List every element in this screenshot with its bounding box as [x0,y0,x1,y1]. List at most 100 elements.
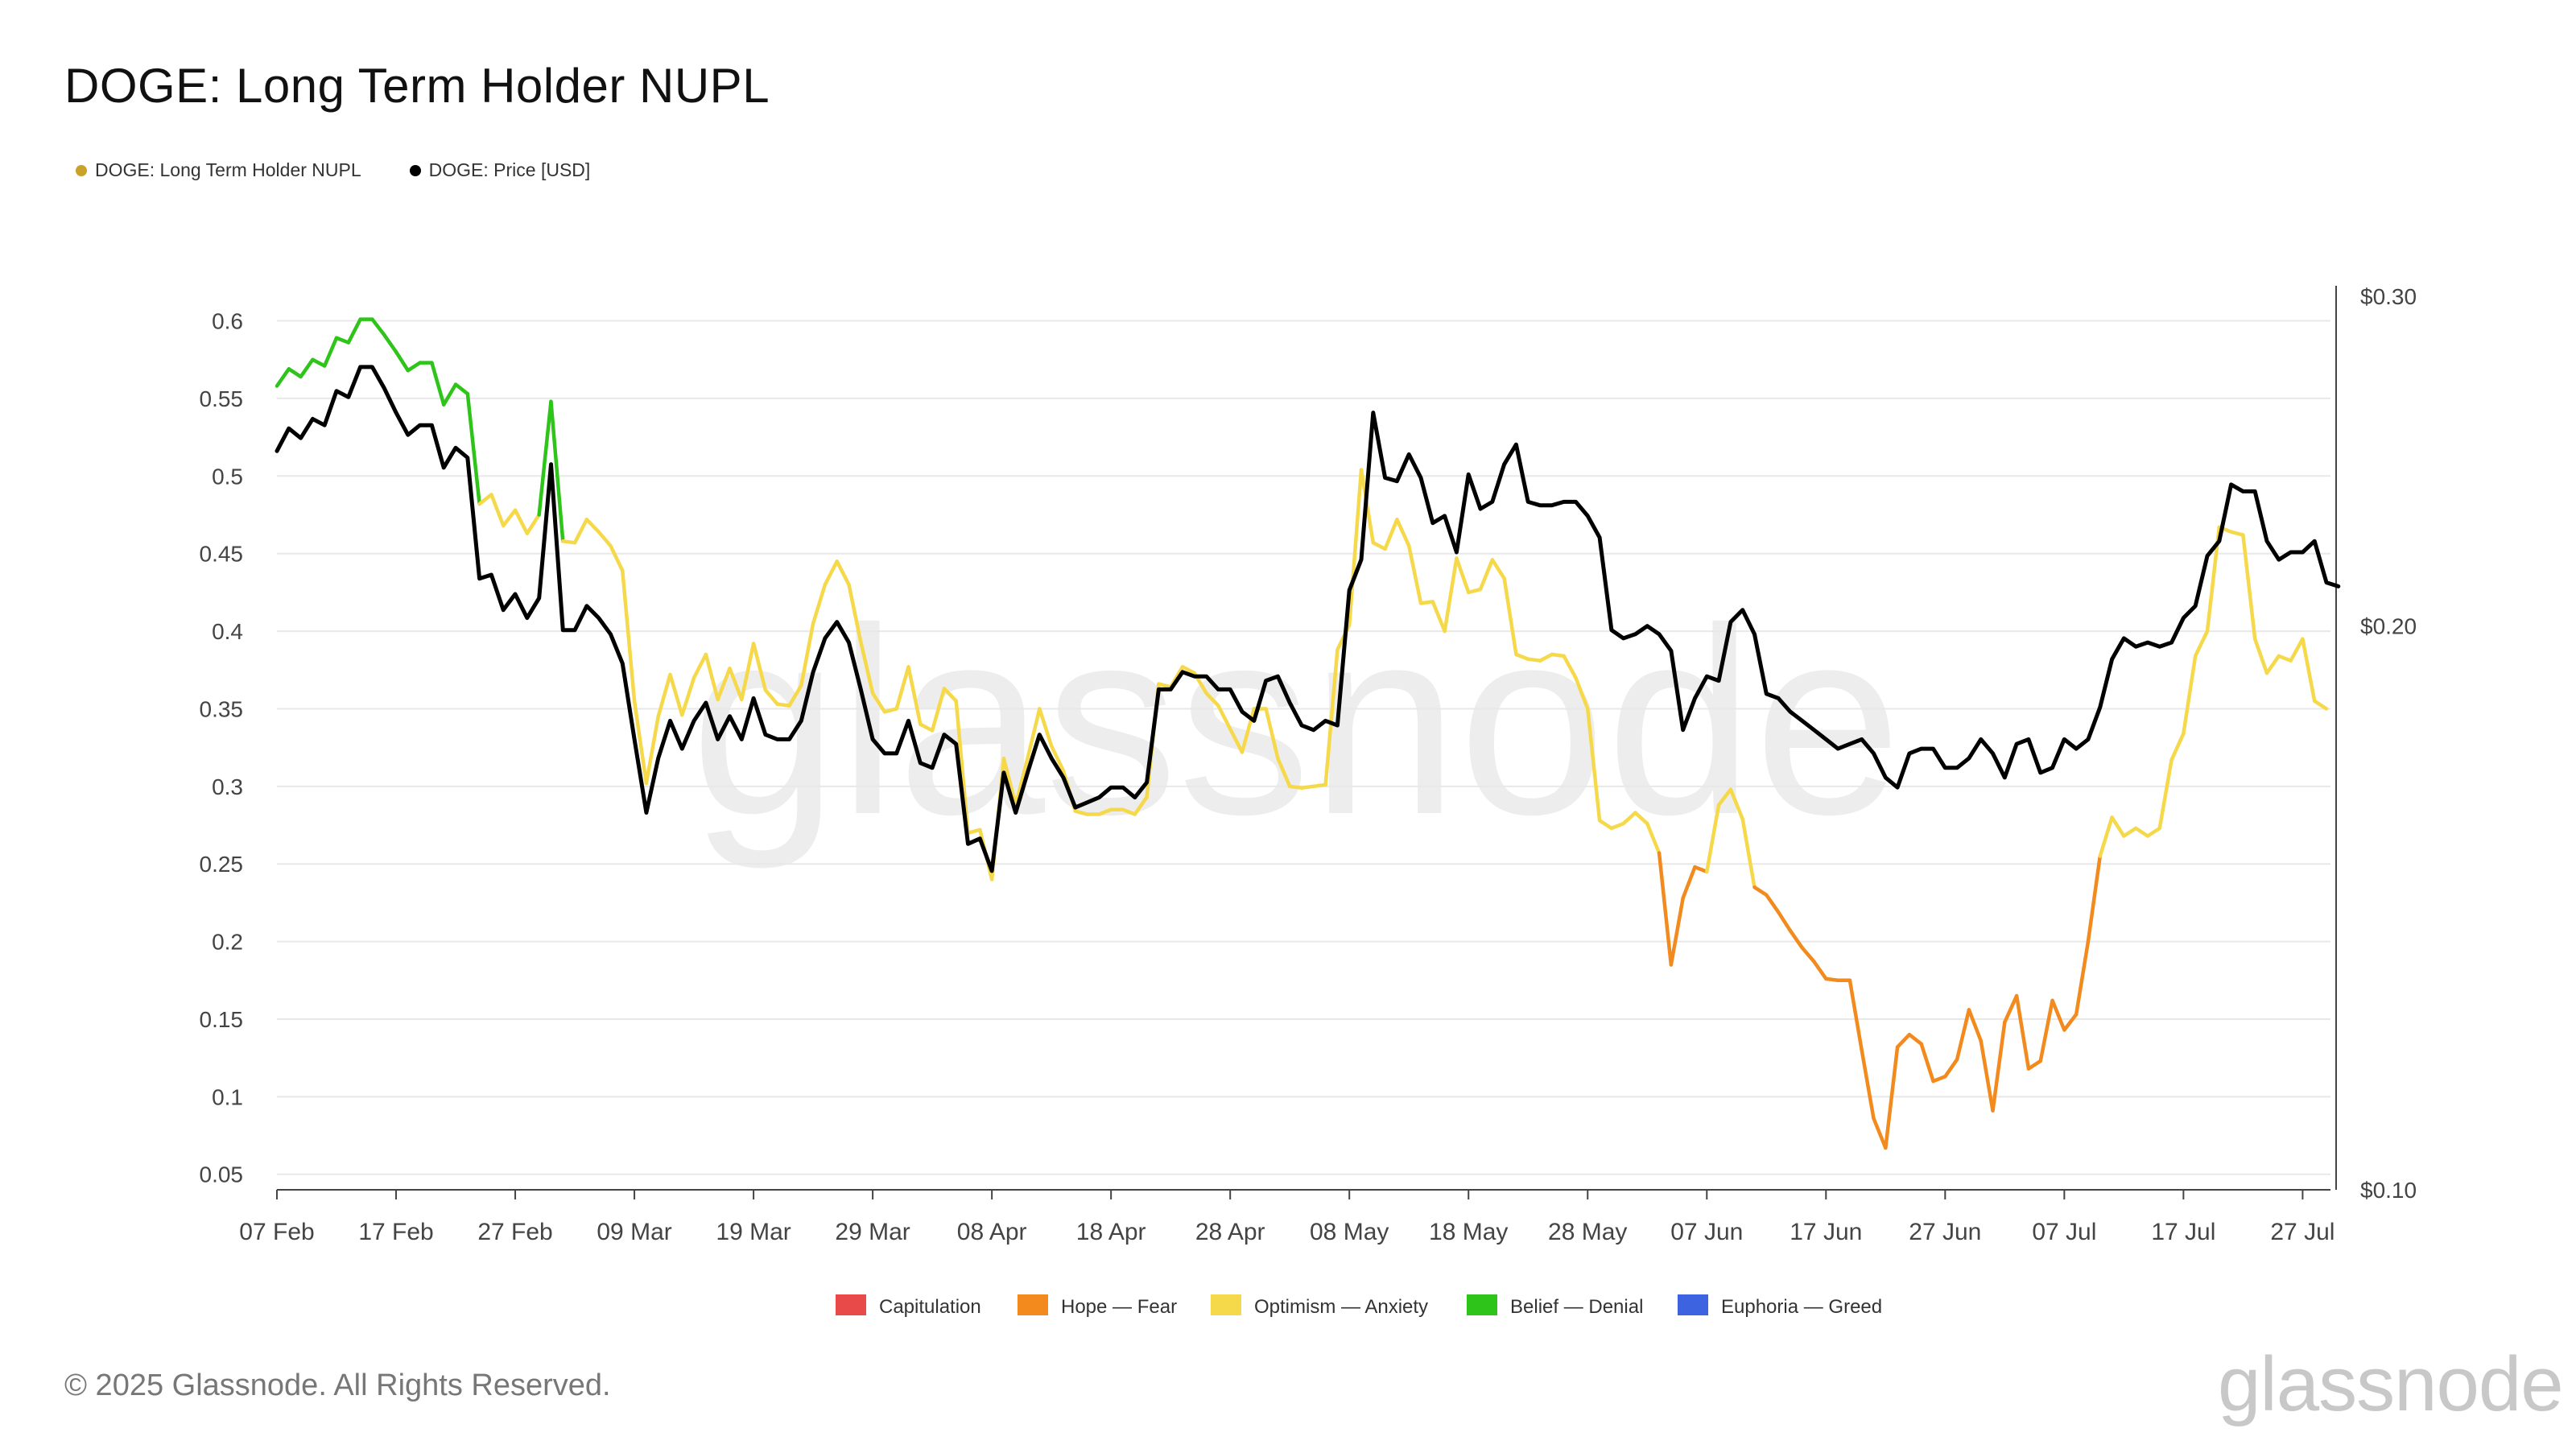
nupl-line-segment [1788,928,1804,950]
nupl-line-segment [1490,558,1506,580]
y-left-tick-label: 0.25 [200,852,244,877]
nupl-line-segment [322,336,339,368]
y-left-tick-label: 0.15 [200,1007,244,1032]
nupl-line-segment [1395,518,1411,548]
zone-legend-item[interactable]: Capitulation [836,1294,981,1318]
nupl-line-segment [668,672,684,717]
nupl-line-segment [2229,530,2245,537]
nupl-line-segment [1287,784,1304,791]
copyright-text: © 2025 Glassnode. All Rights Reserved. [64,1368,611,1402]
nupl-line-segment [799,621,815,687]
nupl-line-segment [1907,1032,1923,1046]
nupl-line-segment [2133,826,2150,838]
nupl-line-segment [489,493,506,528]
nupl-line-segment [1455,556,1471,595]
nupl-line-segment [1406,543,1423,605]
nupl-line-segment [441,382,458,407]
nupl-line-segment [1013,756,1030,807]
nupl-line-segment [2050,998,2066,1032]
nupl-line-segment [513,508,530,535]
nupl-line-segment [1800,946,1816,964]
legend-item-price[interactable]: DOGE: Price [USD] [409,159,590,181]
nupl-line-segment [2074,939,2091,1017]
zone-legend-label: Capitulation [879,1296,981,1318]
nupl-line-segment [2026,1059,2042,1071]
nupl-line-segment [1311,782,1327,789]
nupl-line-segment [1967,1008,1983,1043]
x-tick-label: 18 May [1429,1219,1508,1245]
nupl-line-segment [1502,576,1518,657]
nupl-line-segment [1728,787,1744,821]
nupl-line-segment [775,702,791,708]
zone-legend-item[interactable]: Euphoria — Greed [1678,1294,1882,1318]
nupl-line-segment [2312,699,2329,711]
nupl-line-segment [740,642,756,702]
nupl-line-segment [609,543,625,573]
nupl-line-segment [691,652,708,680]
nupl-line-segment [370,317,386,337]
nupl-line-segment [680,675,696,717]
nupl-line-segment [1514,652,1530,662]
y-left-tick-label: 0.45 [200,542,244,567]
legend-label-nupl: DOGE: Long Term Holder NUPL [95,159,361,180]
x-tick-label: 07 Jul [2032,1219,2096,1245]
nupl-line-segment [2193,629,2210,658]
x-tick-label: 27 Feb [477,1219,552,1245]
nupl-line-segment [1716,787,1733,807]
legend-dot-price [409,164,421,176]
nupl-line-segment [2098,815,2114,858]
y-left-tick-label: 0.35 [200,696,244,721]
nupl-line-segment [1919,1042,1935,1084]
nupl-line-segment [287,367,303,379]
nupl-line-segment [1371,540,1387,551]
nupl-line-segment [1979,1038,1995,1113]
x-tick-label: 07 Jun [1670,1219,1743,1245]
nupl-line-segment [894,665,910,711]
zone-legend-label: Euphoria — Greed [1721,1296,1882,1318]
nupl-line-segment [1860,1048,1876,1121]
nupl-line-segment [2289,637,2305,663]
nupl-line-segment [919,722,935,733]
nupl-line-segment [728,667,744,702]
nupl-line-segment [847,582,863,644]
nupl-line-segment [1847,978,1864,1052]
nupl-line-segment [299,357,315,379]
top-legend: DOGE: Long Term Holder NUPL DOGE: Price … [76,159,590,181]
y-left-tick-label: 0.3 [212,774,243,799]
nupl-line-segment [346,317,362,345]
x-tick-label: 17 Jun [1790,1219,1862,1245]
nupl-line-segment [1562,654,1578,680]
nupl-line-segment [1538,652,1554,663]
nupl-line-segment [1895,1032,1912,1049]
zone-legend-item[interactable]: Optimism — Anxiety [1211,1294,1428,1318]
nupl-line-segment [823,559,839,587]
gridlines [277,320,2330,1175]
nupl-line-segment [1240,707,1257,754]
nupl-line-segment [1478,558,1495,592]
nupl-line-segment [525,513,541,535]
nupl-line-segment [716,667,732,702]
zone-legend-item[interactable]: Hope — Fear [1018,1294,1177,1318]
nupl-line-segment [2169,732,2186,762]
nupl-line-segment [1299,784,1316,791]
x-tick-label: 28 Apr [1195,1219,1265,1245]
nupl-line-segment [311,357,327,368]
nupl-line-segment [1955,1008,1971,1062]
legend-item-nupl[interactable]: DOGE: Long Term Holder NUPL [76,159,361,181]
nupl-line-segment [275,367,291,388]
nupl-line-segment [2241,533,2257,641]
nupl-line-segment [382,332,398,354]
nupl-line-segment [1586,707,1602,823]
nupl-line-segment [1943,1057,1959,1079]
nupl-line-segment [549,399,565,543]
x-tick-label: 27 Jun [1909,1219,1981,1245]
zone-legend-label: Hope — Fear [1061,1296,1177,1318]
nupl-line-segment [632,699,649,786]
nupl-line-segment [1765,893,1781,914]
nupl-line-segment [1430,600,1447,634]
zone-legend: Capitulation Hope — Fear Optimism — Anxiet… [836,1294,1882,1318]
x-tick-label: 08 Apr [957,1219,1027,1245]
watermark: glassnode [691,572,1902,871]
zone-legend-item[interactable]: Belief — Denial [1467,1294,1643,1318]
nupl-line-segment [1681,865,1697,900]
